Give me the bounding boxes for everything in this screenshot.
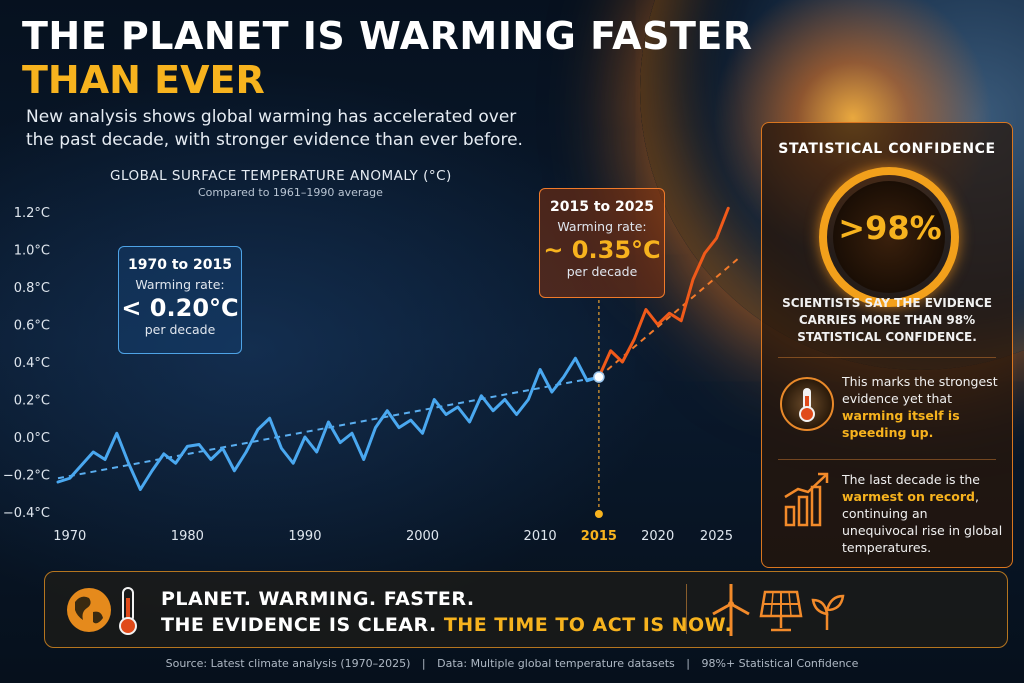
y-tick-label: 0.0°C <box>14 431 50 446</box>
x-tick-label: 1980 <box>171 529 204 544</box>
chart-title: GLOBAL SURFACE TEMPERATURE ANOMALY (°C) <box>110 168 452 184</box>
callout-early-label: Warming rate: <box>135 277 225 292</box>
footer-confidence: 98%+ Statistical Confidence <box>701 657 859 670</box>
callout-early-title: 1970 to 2015 <box>128 257 232 273</box>
panel-title: STATISTICAL CONFIDENCE <box>778 141 996 157</box>
footer-separator: | <box>686 657 691 670</box>
callout-recent-label: Warming rate: <box>557 219 647 234</box>
banner-line2-highlight: THE TIME TO ACT IS NOW. <box>443 614 733 636</box>
panel-divider <box>778 459 996 460</box>
sprout-icon <box>811 594 845 630</box>
globe-thermometer-icon <box>67 587 137 635</box>
headline-line1: THE PLANET IS WARMING FASTER <box>22 14 753 58</box>
note-warmest-text: The last decade is the <box>842 472 980 487</box>
x-tick-label: 1970 <box>53 529 86 544</box>
note-accelerating-text: This marks the strongest evidence yet th… <box>842 374 998 406</box>
trend-line <box>57 376 600 480</box>
callout-early: 1970 to 2015 Warming rate: < 0.20°C per … <box>118 246 242 354</box>
banner-line2-text: THE EVIDENCE IS CLEAR. <box>161 614 444 636</box>
temperature-chart: 1.2°C 1.0°C 0.8°C 0.6°C 0.4°C 0.2°C 0.0°C −0.2°… <box>3 206 741 544</box>
panel-divider <box>778 357 996 358</box>
panel-description: SCIENTISTS SAY THE EVIDENCE CARRIES MORE… <box>782 296 992 344</box>
footer-datasets: Data: Multiple global temperature datase… <box>437 657 675 670</box>
x-tick-label: 2000 <box>406 529 439 544</box>
y-tick-label: 0.8°C <box>14 281 50 296</box>
confidence-panel: STATISTICAL CONFIDENCE >98% SCIENTISTS S… <box>761 122 1013 568</box>
banner-line2: THE EVIDENCE IS CLEAR. THE TIME TO ACT I… <box>161 614 732 636</box>
series-line-2015-2025 <box>597 206 730 379</box>
year-marker <box>594 300 603 518</box>
series-lines <box>56 206 730 491</box>
marker-dot <box>594 510 603 518</box>
confidence-ring <box>819 167 959 307</box>
confidence-ring-center <box>833 181 945 293</box>
banner-line1: PLANET. WARMING. FASTER. <box>161 588 475 610</box>
chart-subtitle: Compared to 1961–1990 average <box>198 186 383 199</box>
y-tick-label: −0.4°C <box>3 506 50 521</box>
confidence-value: >98% <box>838 209 942 247</box>
wind-turbine-icon <box>712 584 750 636</box>
note-warmest-highlight: warmest on record <box>842 489 976 504</box>
note-warmest-decade: The last decade is the warmest on record… <box>842 471 1007 556</box>
y-tick-label: −0.2°C <box>3 469 50 484</box>
x-tick-label: 1990 <box>288 529 321 544</box>
series-line-1970-2015 <box>56 356 601 491</box>
callout-recent-unit: per decade <box>566 264 638 279</box>
x-tick-label-marker: 2015 <box>581 529 617 544</box>
solar-panel-icon <box>759 590 803 632</box>
banner-divider <box>686 584 687 634</box>
y-tick-label: 0.2°C <box>14 394 50 409</box>
y-axis: 1.2°C 1.0°C 0.8°C 0.6°C 0.4°C 0.2°C 0.0°C −0.2°… <box>3 206 50 521</box>
callout-recent-title: 2015 to 2025 <box>550 199 654 215</box>
subtitle: New analysis shows global warming has ac… <box>26 107 523 150</box>
trend-line <box>598 256 741 378</box>
note-accelerating-highlight: warming itself is speeding up. <box>842 408 960 440</box>
callout-early-value: < 0.20°C <box>121 294 239 322</box>
y-tick-label: 0.4°C <box>14 356 50 371</box>
y-tick-label: 1.0°C <box>14 244 50 259</box>
call-to-action-banner: PLANET. WARMING. FASTER. THE EVIDENCE IS… <box>44 571 1008 648</box>
junction-point <box>593 371 605 383</box>
x-axis: 1970 1980 1990 2000 2010 2015 2020 2025 <box>53 529 733 544</box>
callout-recent-value: ~ 0.35°C <box>543 236 661 264</box>
callout-early-unit: per decade <box>144 322 216 337</box>
x-tick-label: 2010 <box>524 529 557 544</box>
x-tick-label: 2020 <box>641 529 674 544</box>
y-tick-label: 0.6°C <box>14 319 50 334</box>
trend-lines <box>57 256 741 480</box>
footer-separator: | <box>421 657 426 670</box>
y-tick-label: 1.2°C <box>14 206 50 221</box>
rising-bars-icon <box>784 472 829 527</box>
headline-line2: THAN EVER <box>22 58 265 102</box>
thermometer-icon <box>780 377 834 431</box>
footer-source: Source: Latest climate analysis (1970–20… <box>165 657 411 670</box>
note-accelerating: This marks the strongest evidence yet th… <box>842 373 1002 441</box>
x-tick-label: 2025 <box>700 529 733 544</box>
note-warmest-text-end: , continuing an unequivocal rise in glob… <box>842 489 1003 555</box>
callout-recent: 2015 to 2025 Warming rate: ~ 0.35°C per … <box>539 188 665 298</box>
footer-sources: Source: Latest climate analysis (1970–20… <box>0 657 1024 670</box>
